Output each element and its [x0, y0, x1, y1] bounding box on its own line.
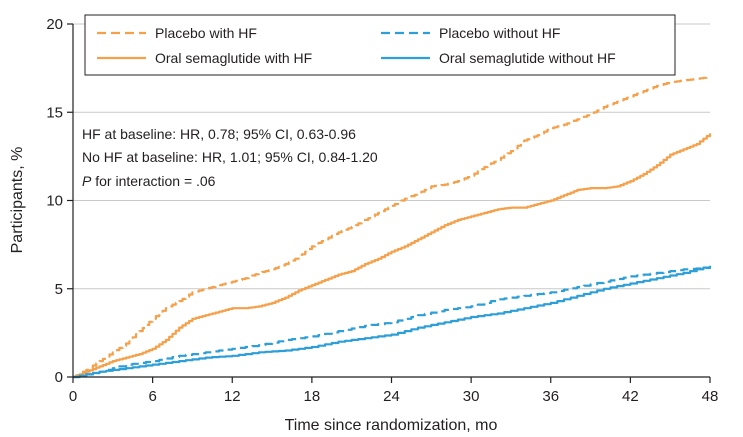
series-line-oral-semaglutide-with-hf [73, 133, 712, 379]
y-tick-label: 15 [46, 104, 63, 121]
y-tick-label: 5 [55, 281, 63, 298]
x-tick-label: 42 [622, 388, 639, 405]
tick-labels: 0 6 12 18 24 30 36 42 48 0 5 10 15 20 [46, 16, 718, 405]
y-tick-label: 20 [46, 16, 63, 33]
series-line-placebo-with-hf [73, 76, 712, 379]
annotation-interaction: P for interaction = .06 [82, 173, 216, 189]
y-tick-label: 0 [55, 369, 63, 386]
annotation-p-italic: P [82, 173, 92, 189]
series-line-oral-semaglutide-without-hf [73, 265, 712, 379]
legend-label-placebo-without-hf: Placebo without HF [439, 25, 560, 41]
x-tick-label: 6 [148, 388, 156, 405]
x-tick-label: 24 [383, 388, 400, 405]
annotation-p-value: for interaction = .06 [91, 173, 215, 189]
legend-label-placebo-with-hf: Placebo with HF [155, 25, 257, 41]
legend-label-semaglutide-with-hf: Oral semaglutide with HF [155, 50, 312, 66]
x-tick-label: 48 [702, 388, 719, 405]
stats-annotation: HF at baseline: HR, 0.78; 95% CI, 0.63-0… [82, 126, 378, 189]
legend-box [84, 14, 676, 76]
legend: Placebo with HF Oral semaglutide with HF… [84, 14, 676, 76]
x-tick-label: 18 [304, 388, 321, 405]
annotation-no-hf-baseline: No HF at baseline: HR, 1.01; 95% CI, 0.8… [82, 149, 378, 165]
x-tick-label: 0 [69, 388, 77, 405]
axes [67, 23, 711, 383]
series-line-placebo-without-hf [73, 266, 712, 379]
y-axis-title: Participants, % [9, 147, 26, 254]
y-tick-label: 10 [46, 193, 63, 210]
x-tick-label: 12 [224, 388, 241, 405]
x-tick-label: 30 [463, 388, 480, 405]
x-tick-label: 36 [542, 388, 559, 405]
legend-label-semaglutide-without-hf: Oral semaglutide without HF [439, 50, 616, 66]
series-lines [73, 76, 712, 379]
x-axis-title: Time since randomization, mo [285, 417, 498, 434]
annotation-hf-baseline: HF at baseline: HR, 0.78; 95% CI, 0.63-0… [82, 126, 356, 142]
